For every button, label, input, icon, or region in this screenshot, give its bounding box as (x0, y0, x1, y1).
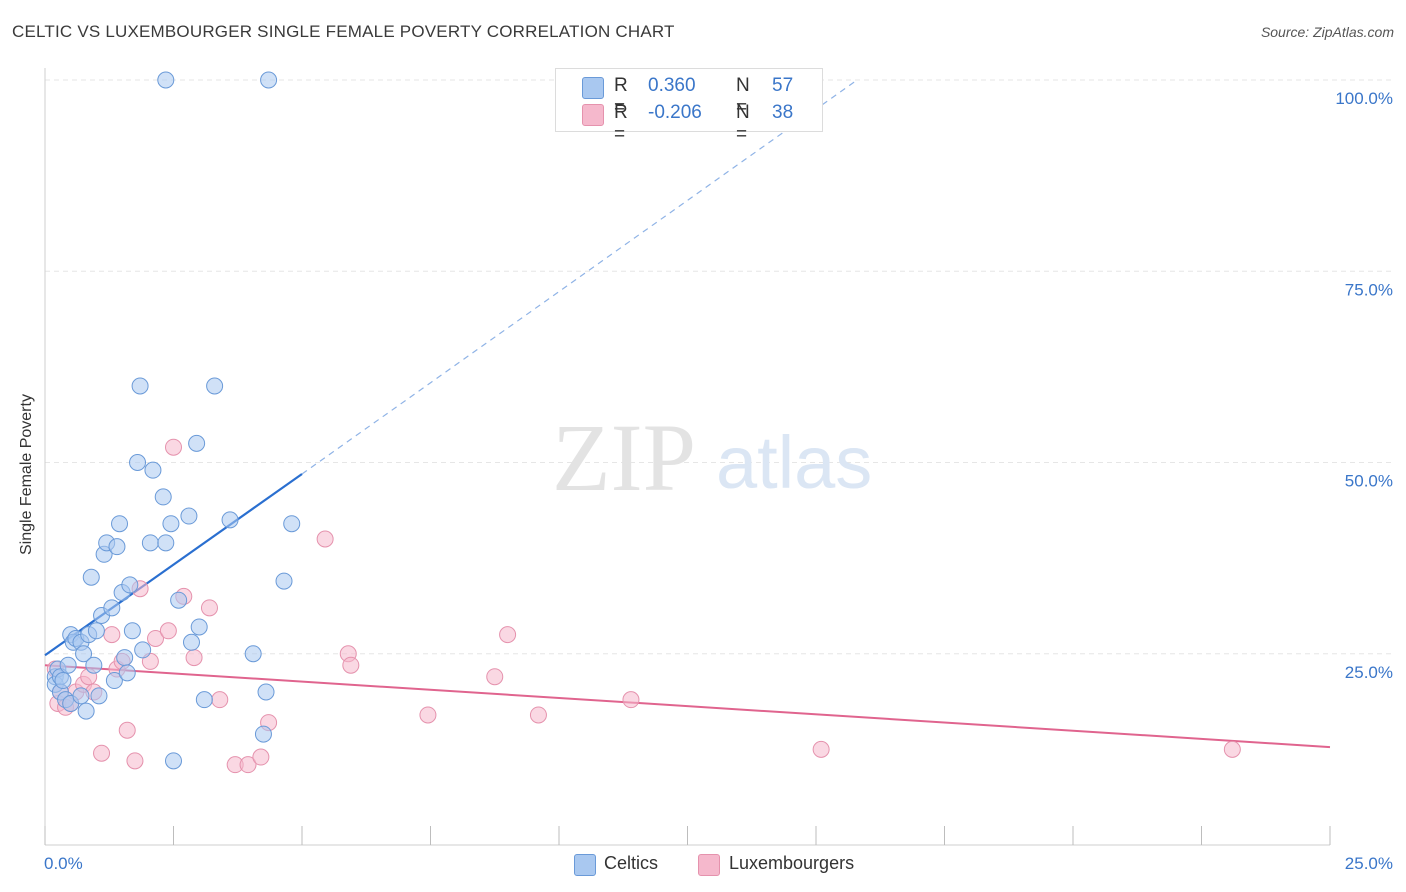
y-tick-label: 75.0% (1345, 280, 1393, 299)
celtics-point (116, 649, 134, 667)
celtics-point (75, 645, 93, 663)
celtics-point (134, 641, 152, 659)
y-tick-label: 50.0% (1345, 472, 1393, 491)
celtics-legend-swatch (574, 854, 596, 876)
legend-n-label: N = (736, 75, 750, 118)
chart-title: CELTIC VS LUXEMBOURGER SINGLE FEMALE POV… (12, 22, 675, 41)
celtics-point (162, 515, 180, 533)
y-axis-label: Single Female Poverty (18, 394, 35, 555)
legend-n-value: 57 (772, 75, 794, 96)
luxembourgers-point (103, 626, 121, 644)
legend-r-value: -0.206 (648, 102, 702, 123)
luxembourgers-point (419, 706, 437, 724)
celtics-point (103, 599, 121, 617)
legend-r-label: R = (614, 75, 628, 118)
x-tick-label: 0.0% (44, 854, 83, 873)
celtics-point (154, 488, 172, 506)
luxembourgers-point (126, 752, 144, 770)
celtics-point (131, 377, 149, 395)
watermark: ZIP atlas (552, 404, 872, 511)
celtics-point (283, 515, 301, 533)
celtics-legend-label: Celtics (604, 853, 659, 873)
celtics-point (188, 434, 206, 452)
luxembourgers-point (342, 656, 360, 674)
legend-r-value: 0.360 (648, 75, 696, 96)
celtics-point (180, 507, 198, 525)
celtics-point (182, 633, 200, 651)
celtics-point (77, 702, 95, 720)
celtics-point (90, 687, 108, 705)
celtics-point (87, 622, 105, 640)
axes (44, 68, 1331, 846)
celtics-point (195, 691, 213, 709)
stats-legend: R = 0.360 N = 57 R = -0.206 N = 38 (555, 68, 823, 145)
celtics-point (157, 71, 175, 89)
celtics-trend-extension (301, 79, 858, 475)
celtics-point (121, 576, 139, 594)
luxembourgers-point (200, 599, 218, 617)
tick-labels: 25.0% 50.0% 75.0% 100.0% 0.0% 25.0% (44, 89, 1393, 873)
scatter-points (46, 71, 1241, 774)
watermark-zip: ZIP (552, 404, 696, 511)
source-label: Source: ZipAtlas.com (1260, 24, 1394, 40)
celtics-point (206, 377, 224, 395)
y-tick-label: 25.0% (1345, 663, 1393, 682)
trend-lines (44, 79, 1331, 749)
luxembourgers-point (622, 691, 640, 709)
luxembourgers-point (185, 649, 203, 667)
luxembourgers-point (1223, 740, 1241, 758)
celtics-point (165, 752, 182, 770)
gridlines (45, 79, 1392, 655)
celtics-point (170, 591, 188, 609)
celtics-point (54, 672, 72, 690)
luxembourgers-point (147, 629, 165, 647)
celtics-point (141, 534, 159, 552)
celtics-point (123, 622, 141, 640)
legend-n-label: N = (736, 102, 750, 145)
celtics-trend-line (44, 473, 303, 657)
celtics-point (257, 683, 275, 701)
luxembourgers-point (252, 748, 270, 766)
series-legend: Celtics Luxembourgers (0, 851, 1406, 877)
celtics-point (72, 687, 90, 705)
celtics-point (244, 645, 262, 663)
celtics-point (118, 664, 136, 682)
luxembourgers-point (486, 668, 504, 686)
celtics-point (85, 656, 103, 674)
y-tick-label: 100.0% (1335, 89, 1393, 108)
luxembourgers-trend-line (44, 664, 1331, 749)
celtics-point (82, 568, 100, 586)
celtics-point (129, 454, 147, 471)
celtics-swatch (582, 77, 604, 99)
luxembourgers-point (159, 622, 177, 640)
celtics-point (190, 618, 208, 636)
luxembourgers-swatch (582, 104, 604, 126)
celtics-point (260, 71, 278, 89)
celtics-point (59, 656, 77, 674)
luxembourgers-point (93, 744, 111, 762)
luxembourgers-point (316, 530, 334, 548)
celtics-point (275, 572, 293, 590)
luxembourgers-point (165, 438, 182, 456)
luxembourgers-legend-label: Luxembourgers (729, 853, 855, 873)
luxembourgers-point (499, 626, 517, 644)
luxembourgers-point (211, 691, 229, 709)
celtics-point (105, 672, 123, 690)
celtics-point (108, 538, 126, 556)
celtics-point (144, 461, 162, 479)
luxembourgers-legend-swatch (698, 854, 720, 876)
luxembourgers-point (529, 706, 547, 724)
celtics-point (111, 515, 129, 533)
luxembourgers-point (118, 721, 136, 739)
celtics-point (221, 511, 239, 529)
legend-r-label: R = (614, 102, 628, 145)
legend-n-value: 38 (772, 102, 794, 123)
celtics-point (254, 725, 272, 743)
luxembourgers-point (812, 740, 830, 758)
x-tick-label: 25.0% (1345, 854, 1393, 873)
luxembourgers-point (239, 756, 257, 774)
celtics-point (157, 534, 175, 552)
watermark-atlas: atlas (716, 421, 872, 504)
